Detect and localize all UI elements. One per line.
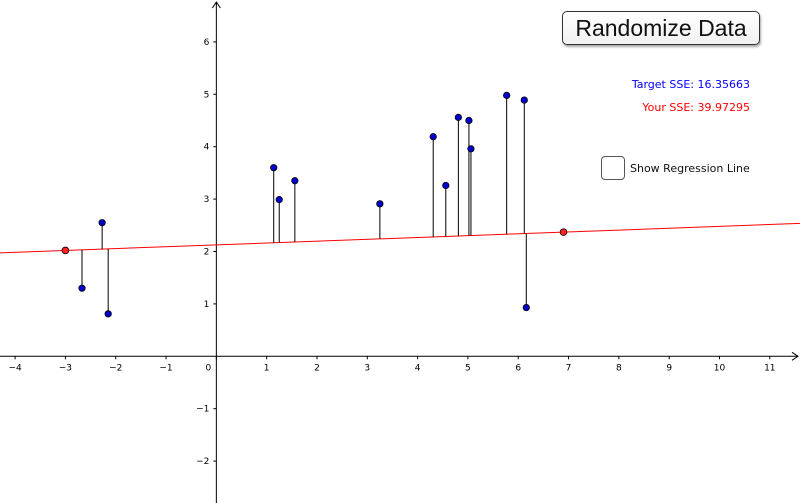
data-point [104,310,112,318]
your-sse-value: 39.97295 [697,101,751,114]
data-point [467,145,475,153]
x-tick-label: 4 [415,363,421,373]
show-regression-label: Show Regression Line [630,161,750,175]
y-tick-label: 1 [204,300,210,310]
data-point [429,133,437,141]
x-tick-label: 7 [566,363,572,373]
x-tick-label: 2 [314,363,320,373]
x-tick-label: 10 [714,363,726,373]
y-tick-label: 3 [204,195,210,205]
data-point [520,96,528,104]
x-tick-label: −1 [159,363,172,373]
show-regression-toggle[interactable]: Show Regression Line [601,156,750,180]
your-sse-label: Your SSE: [642,101,694,114]
x-tick-label: −3 [59,363,72,373]
y-tick-label: 6 [204,38,210,48]
target-sse-label: Target SSE: [631,78,694,91]
y-tick-label: −1 [196,405,209,415]
x-tick-label: 6 [515,363,521,373]
your-sse-readout: Your SSE: 39.97295 [642,101,750,114]
line-handle-point[interactable] [559,228,568,236]
x-tick-label: −2 [109,363,122,373]
x-tick-label: 3 [364,363,370,373]
target-sse-value: 16.35663 [697,78,751,91]
y-tick-label: 5 [204,90,210,100]
y-axis-arrow [211,1,221,9]
x-tick-label: 9 [666,363,672,373]
data-point [503,91,511,99]
x-tick-label: 5 [465,363,471,373]
y-tick-label: 2 [204,248,210,258]
x-tick-label: 1 [264,363,270,373]
x-tick-label: 0 [205,363,211,373]
data-point [270,164,278,172]
data-point [78,284,86,292]
user-fit-line [0,222,800,254]
randomize-data-label: Randomize Data [575,14,747,41]
x-tick-label: 11 [764,363,775,373]
randomize-data-button[interactable]: Randomize Data [562,11,760,45]
x-axis-arrow [791,351,799,361]
data-point [522,303,530,312]
x-tick-label: 8 [616,363,622,373]
show-regression-checkbox[interactable] [601,156,625,180]
data-point [98,219,106,227]
data-point [291,177,299,185]
data-point [454,113,462,121]
y-tick-label: 4 [204,143,210,153]
target-sse-readout: Target SSE: 16.35663 [632,78,750,91]
data-point [442,181,450,190]
x-tick-label: −4 [8,363,22,373]
data-point [376,200,384,208]
data-point [465,116,473,125]
y-tick-label: −2 [196,457,209,467]
line-handle-point[interactable] [61,246,70,255]
data-point [275,196,283,204]
